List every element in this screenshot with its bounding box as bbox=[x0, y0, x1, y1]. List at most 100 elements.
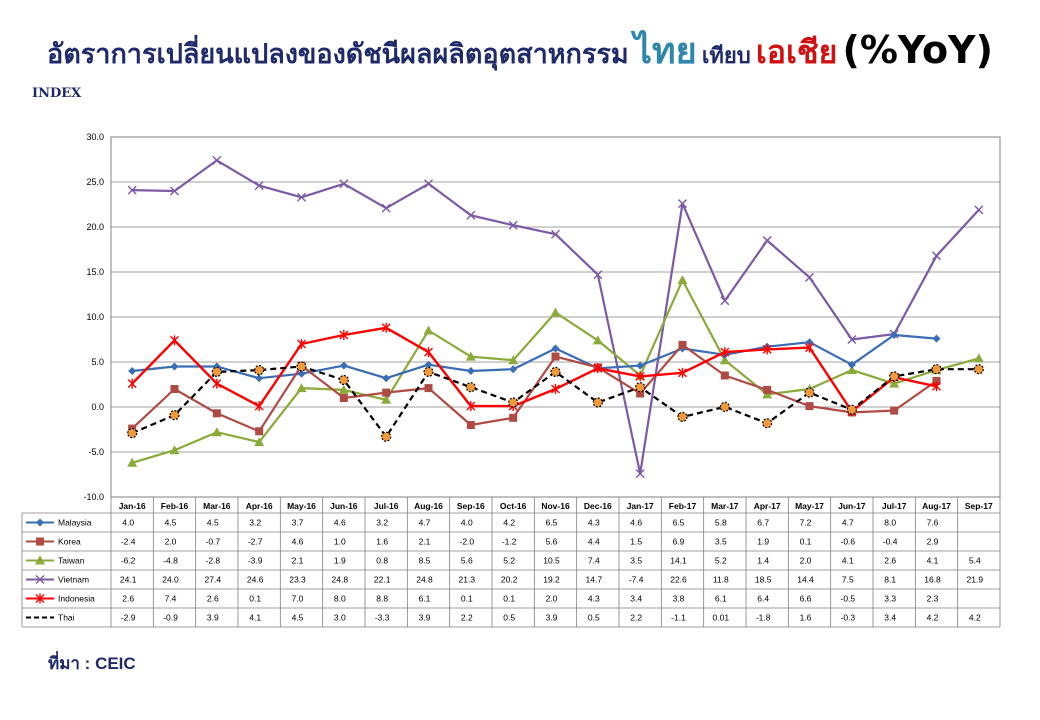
table-cell: 0.1 bbox=[249, 594, 261, 604]
point-marker bbox=[255, 427, 264, 436]
point-marker bbox=[466, 210, 476, 220]
table-cell: 7.6 bbox=[927, 518, 939, 528]
point-marker bbox=[636, 389, 645, 398]
x-tick-label: May-16 bbox=[287, 501, 316, 511]
table-cell: 0.5 bbox=[588, 613, 600, 623]
point-marker bbox=[551, 384, 560, 394]
point-marker bbox=[170, 385, 179, 393]
table-cell: 2.6 bbox=[884, 556, 896, 566]
point-marker bbox=[593, 270, 603, 280]
table-cell: 11.8 bbox=[713, 575, 729, 585]
table-cell: 3.9 bbox=[207, 613, 219, 623]
table-cell: 1.0 bbox=[334, 537, 346, 547]
table-cell: 2.0 bbox=[165, 537, 177, 547]
point-marker bbox=[381, 431, 392, 442]
x-tick-label: Nov-16 bbox=[541, 501, 570, 511]
table-cell: 4.2 bbox=[503, 518, 515, 528]
point-marker bbox=[805, 402, 814, 411]
point-marker bbox=[508, 220, 518, 230]
table-cell: 2.0 bbox=[800, 556, 812, 566]
table-cell: -0.7 bbox=[206, 537, 221, 547]
y-tick-label: 5.0 bbox=[91, 357, 104, 367]
table-cell: 4.0 bbox=[461, 518, 473, 528]
y-tick-label: -10.0 bbox=[83, 492, 104, 502]
point-marker bbox=[381, 322, 391, 333]
point-marker bbox=[636, 361, 645, 370]
table-cell: 8.5 bbox=[419, 556, 431, 566]
point-marker bbox=[932, 334, 941, 343]
point-marker bbox=[127, 457, 138, 467]
table-cell: -2.4 bbox=[121, 537, 136, 547]
point-marker bbox=[296, 383, 307, 393]
point-marker bbox=[677, 275, 688, 285]
x-tick-label: Feb-17 bbox=[669, 501, 697, 511]
table-cell: 20.2 bbox=[501, 575, 518, 585]
point-marker bbox=[465, 351, 476, 361]
table-cell: 7.2 bbox=[800, 518, 812, 528]
table-cell: -0.6 bbox=[841, 537, 856, 547]
table-cell: -2.7 bbox=[248, 537, 263, 547]
table-cell: 4.3 bbox=[588, 594, 600, 604]
table-cell: -2.8 bbox=[206, 556, 221, 566]
table-cell: 2.0 bbox=[546, 594, 558, 604]
point-marker bbox=[890, 331, 899, 339]
table-cell: 2.3 bbox=[927, 594, 939, 604]
point-marker bbox=[635, 469, 645, 479]
point-marker bbox=[382, 374, 391, 383]
point-marker bbox=[551, 344, 560, 353]
table-cell: 8.0 bbox=[884, 518, 896, 528]
legend-key-malaysia bbox=[26, 518, 54, 527]
table-cell: 4.6 bbox=[630, 518, 642, 528]
point-marker bbox=[932, 376, 941, 385]
series-name: Taiwan bbox=[58, 556, 85, 566]
x-tick-label: Jul-16 bbox=[374, 501, 399, 511]
series-line bbox=[131, 365, 979, 438]
table-cell: 6.7 bbox=[757, 518, 769, 528]
point-marker bbox=[211, 366, 222, 377]
point-marker bbox=[719, 355, 730, 365]
table-cell: 3.4 bbox=[884, 613, 896, 623]
point-marker bbox=[424, 179, 433, 189]
x-tick-label: Apr-17 bbox=[754, 501, 781, 511]
legend-key-korea bbox=[26, 537, 54, 546]
table-cell: 3.5 bbox=[715, 537, 727, 547]
x-tick-label: Jun-17 bbox=[838, 501, 866, 511]
point-marker bbox=[804, 387, 815, 398]
table-cell: 6.6 bbox=[800, 594, 812, 604]
table-cell: 14.4 bbox=[797, 575, 814, 585]
table-cell: 7.5 bbox=[842, 575, 854, 585]
table-cell: 4.3 bbox=[588, 518, 600, 528]
table-cell: 3.0 bbox=[334, 613, 346, 623]
table-cell: 6.1 bbox=[419, 594, 431, 604]
table-cell: 14.7 bbox=[586, 575, 603, 585]
x-tick-label: Oct-16 bbox=[500, 501, 527, 511]
table-cell: 24.6 bbox=[247, 575, 264, 585]
point-marker bbox=[763, 385, 772, 394]
table-cell: 21.3 bbox=[459, 575, 476, 585]
table-cell: -1.1 bbox=[671, 613, 686, 623]
table-cell: 5.6 bbox=[546, 537, 558, 547]
point-marker bbox=[254, 365, 265, 376]
point-marker bbox=[466, 421, 475, 429]
y-tick-label: 10.0 bbox=[86, 312, 104, 322]
point-marker bbox=[127, 428, 138, 439]
point-marker bbox=[465, 382, 476, 393]
table-cell: 4.5 bbox=[207, 518, 219, 528]
point-marker bbox=[127, 378, 137, 389]
table-cell: 3.3 bbox=[884, 594, 896, 604]
table-cell: 3.9 bbox=[546, 613, 558, 623]
series-line bbox=[132, 333, 937, 380]
point-marker bbox=[762, 236, 772, 245]
series-name: Malaysia bbox=[58, 518, 92, 528]
point-marker bbox=[212, 409, 221, 418]
point-marker bbox=[296, 361, 307, 372]
y-tick-label: -5.0 bbox=[88, 447, 104, 457]
x-tick-label: Sep-17 bbox=[965, 501, 993, 511]
table-cell: 5.4 bbox=[969, 556, 981, 566]
table-cell: 5.2 bbox=[715, 556, 727, 566]
x-tick-label: Sep-16 bbox=[457, 501, 485, 511]
point-marker bbox=[170, 335, 179, 346]
point-marker bbox=[635, 371, 645, 382]
point-marker bbox=[720, 371, 729, 380]
